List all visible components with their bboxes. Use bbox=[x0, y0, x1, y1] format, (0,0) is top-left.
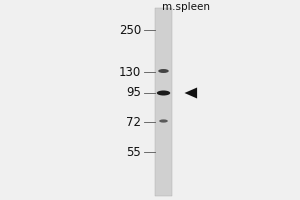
Text: 130: 130 bbox=[119, 66, 141, 78]
Polygon shape bbox=[184, 88, 197, 98]
Ellipse shape bbox=[158, 69, 169, 73]
Ellipse shape bbox=[159, 119, 168, 123]
Bar bbox=[155, 8, 172, 196]
Text: 250: 250 bbox=[119, 23, 141, 36]
Text: 72: 72 bbox=[126, 116, 141, 129]
Text: 95: 95 bbox=[126, 86, 141, 99]
Text: m.spleen: m.spleen bbox=[162, 2, 210, 12]
Ellipse shape bbox=[157, 90, 170, 96]
Text: 55: 55 bbox=[126, 146, 141, 158]
